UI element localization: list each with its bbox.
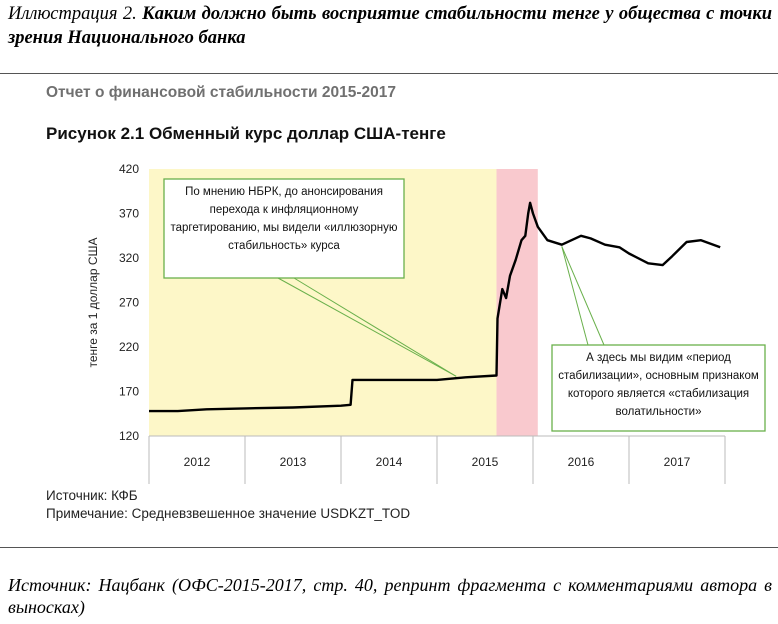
callout-box <box>551 344 766 432</box>
callout-pointer <box>277 277 457 377</box>
callout-pointer <box>561 246 605 346</box>
callout-pointer <box>293 277 457 377</box>
y-tick-label: 370 <box>119 207 139 221</box>
callout-text-holder: А здесь мы видим «период стабилизации», … <box>558 352 759 418</box>
y-tick-label: 270 <box>119 296 139 310</box>
chart-remark-note: Примечание: Средневзвешенное значение US… <box>46 506 411 521</box>
report-title: Отчет о финансовой стабильности 2015-201… <box>46 84 396 101</box>
x-year-label: 2012 <box>184 455 211 469</box>
callout-text-holder: По мнению НБРК, до анонсирования переход… <box>170 186 398 252</box>
y-axis-label: тенге за 1 доллар США <box>86 237 100 367</box>
usd-kzt-rate-line <box>149 201 721 413</box>
caption-text: Каким должно быть восприятие стабильност… <box>8 4 773 48</box>
x-year-label: 2016 <box>568 455 595 469</box>
exchange-rate-chart: 120 170 220 270 320 370 420 тенге за 1 доллар С… <box>86 162 766 484</box>
y-tick-label: 170 <box>119 385 139 399</box>
y-tick-label: 420 <box>119 162 139 176</box>
callout-box <box>163 178 405 279</box>
figure-title: Рисунок 2.1 Обменный курс доллар США-тен… <box>46 124 446 143</box>
x-year-label: 2013 <box>280 455 307 469</box>
callout-pointer <box>561 246 589 346</box>
bottom-rule <box>0 547 778 548</box>
chart-source-note: Источник: КФБ <box>46 488 138 503</box>
footer-source: Источник: Нацбанк (ОФС-2015-2017, стр. 4… <box>8 575 772 617</box>
y-tick-label: 320 <box>119 251 139 265</box>
illustration-caption: Иллюстрация 2. Каким должно быть восприя… <box>8 2 772 50</box>
y-tick-label: 120 <box>119 429 139 443</box>
y-tick-label: 220 <box>119 340 139 354</box>
x-year-label: 2015 <box>472 455 499 469</box>
x-year-label: 2014 <box>376 455 403 469</box>
callout-text: По мнению НБРК, до анонсирования переход… <box>170 186 398 252</box>
shaded-range-pink <box>496 169 538 436</box>
callout-text: А здесь мы видим «период стабилизации», … <box>558 352 759 418</box>
top-rule <box>0 73 778 74</box>
x-year-label: 2017 <box>664 455 691 469</box>
caption-lead: Иллюстрация 2. <box>8 4 137 24</box>
